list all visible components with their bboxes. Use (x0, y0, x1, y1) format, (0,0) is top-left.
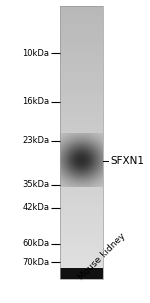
Text: 42kDa: 42kDa (22, 203, 49, 212)
Bar (60, 6, 103, 279)
Text: SFXN1: SFXN1 (110, 155, 144, 166)
Text: 10kDa: 10kDa (22, 48, 49, 58)
Bar (60, 268, 103, 279)
Text: 70kDa: 70kDa (22, 258, 49, 267)
Text: 35kDa: 35kDa (22, 180, 49, 189)
Text: 16kDa: 16kDa (22, 97, 49, 106)
Text: 23kDa: 23kDa (22, 136, 49, 145)
Text: Mouse kidney: Mouse kidney (76, 231, 127, 282)
Text: 60kDa: 60kDa (22, 239, 49, 248)
